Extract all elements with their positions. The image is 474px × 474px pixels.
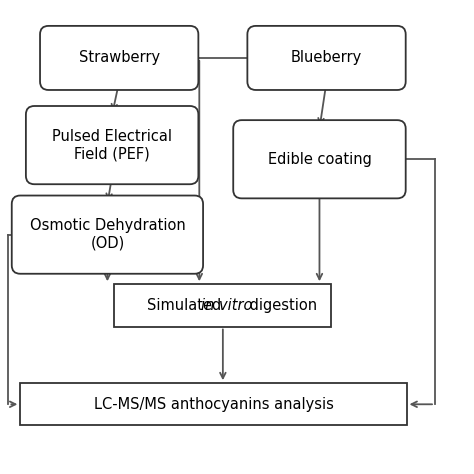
Text: LC-MS/MS anthocyanins analysis: LC-MS/MS anthocyanins analysis <box>93 397 333 412</box>
Bar <box>20 383 407 426</box>
Text: in vitro: in vitro <box>201 298 253 313</box>
Text: digestion: digestion <box>245 298 317 313</box>
Text: Simulated: Simulated <box>147 298 226 313</box>
FancyBboxPatch shape <box>26 106 198 184</box>
FancyBboxPatch shape <box>40 26 198 90</box>
Bar <box>115 284 331 327</box>
Text: Edible coating: Edible coating <box>267 152 372 167</box>
Text: Strawberry: Strawberry <box>79 50 160 65</box>
Text: Pulsed Electrical
Field (PEF): Pulsed Electrical Field (PEF) <box>52 129 172 161</box>
FancyBboxPatch shape <box>233 120 406 198</box>
Text: Osmotic Dehydration
(OD): Osmotic Dehydration (OD) <box>29 219 185 251</box>
Text: Blueberry: Blueberry <box>291 50 362 65</box>
FancyBboxPatch shape <box>247 26 406 90</box>
FancyBboxPatch shape <box>12 196 203 274</box>
